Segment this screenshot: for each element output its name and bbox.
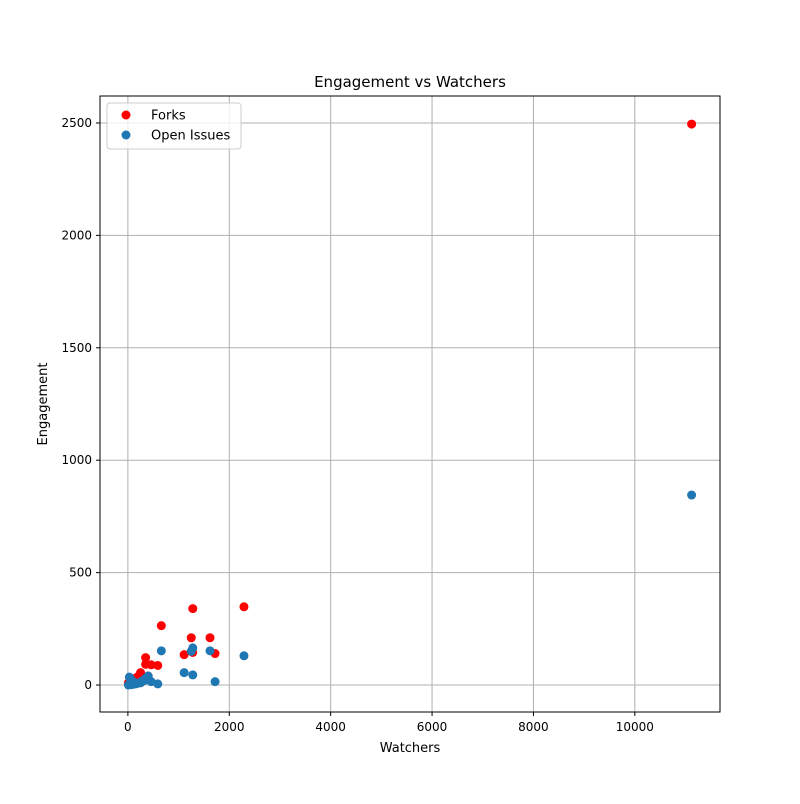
legend-label-forks: Forks [151,109,186,124]
point-forks [146,660,156,670]
point-open-issues [687,490,697,500]
legend-box [106,102,242,150]
y-tick-label: 2500 [61,116,92,130]
legend: Forks Open Issues [106,102,242,150]
y-axis-label: Engagement [36,363,51,446]
point-open-issues [137,676,147,686]
point-open-issues [188,670,198,680]
point-open-issues [239,651,249,661]
x-tick-label: 6000 [417,720,448,734]
data-points [123,119,697,690]
grid [100,96,720,712]
point-open-issues [125,679,135,689]
x-tick-label: 2000 [214,720,245,734]
x-tick-label: 8000 [518,720,549,734]
point-forks [179,650,189,660]
point-forks [156,621,166,631]
chart-title: Engagement vs Watchers [314,73,506,91]
x-axis-label: Watchers [380,741,441,756]
legend-label-open-issues: Open Issues [151,129,230,144]
point-forks [205,633,215,643]
x-tick-label: 0 [124,720,132,734]
point-open-issues [179,668,189,678]
point-open-issues [205,646,215,656]
point-open-issues [186,646,196,656]
y-tick-label: 0 [84,678,92,692]
point-open-issues [210,677,220,687]
x-tick-label: 4000 [315,720,346,734]
point-forks [141,653,151,663]
y-tick-label: 500 [69,566,92,580]
y-tick-label: 2000 [61,228,92,242]
legend-marker-forks [121,110,131,120]
point-forks [153,660,163,670]
point-open-issues [146,677,156,687]
y-tick-label: 1500 [61,341,92,355]
point-forks [188,604,198,614]
x-tick-label: 10000 [616,720,654,734]
point-open-issues [156,646,166,656]
legend-marker-open-issues [121,130,131,140]
y-tick-label: 1000 [61,453,92,467]
ticks: 0 2000 4000 6000 8000 10000 0 500 1000 1500 2000 25… [61,116,653,734]
plot-frame [99,95,721,713]
point-forks [186,633,196,643]
point-forks [687,119,697,129]
point-forks [239,602,249,612]
